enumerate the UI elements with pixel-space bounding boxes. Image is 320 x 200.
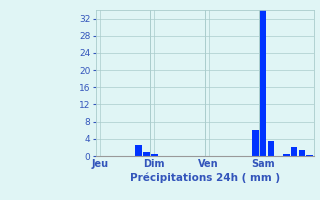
Bar [252,130,259,156]
Bar [143,152,150,156]
Bar [268,141,274,156]
X-axis label: Précipitations 24h ( mm ): Précipitations 24h ( mm ) [130,173,280,183]
Bar [291,147,298,156]
Bar [260,10,266,156]
Bar [283,154,290,156]
Bar [151,154,157,156]
Bar [299,150,305,156]
Bar [135,145,142,156]
Bar [307,155,313,156]
